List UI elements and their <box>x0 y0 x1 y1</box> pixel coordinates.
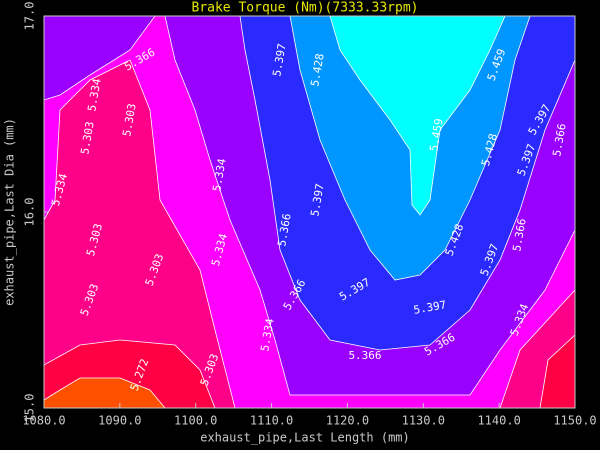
contour-label: 5.397 <box>270 42 289 77</box>
x-tick-label: 1120.0 <box>326 414 369 428</box>
contour-label: 5.334 <box>258 317 277 352</box>
contour-label: 5.303 <box>78 120 97 155</box>
contour-label: 5.397 <box>412 298 447 317</box>
chart-title: Brake Torque (Nm)(7333.33rpm) <box>192 1 419 16</box>
x-tick-label: 1110.0 <box>250 414 293 428</box>
contour-label: 5.397 <box>308 182 327 217</box>
y-tick-label: 15.0 <box>23 394 37 423</box>
y-axis-label: exhaust_pipe,Last Dia (mm) <box>3 118 17 306</box>
contour-label: 5.334 <box>210 157 229 192</box>
contour-label: 5.366 <box>550 122 569 157</box>
x-tick-label: 1080.0 <box>22 414 65 428</box>
contour-label: 5.366 <box>510 217 529 252</box>
contour-label: 5.428 <box>308 52 327 87</box>
y-tick-label: 16.0 <box>23 198 37 227</box>
x-axis-label: exhaust_pipe,Last Length (mm) <box>200 431 410 445</box>
contour-label: 5.366 <box>348 349 381 362</box>
contour-band <box>329 15 506 216</box>
x-tick-label: 1100.0 <box>174 414 217 428</box>
x-tick-label: 1140.0 <box>477 414 520 428</box>
contour-label: 5.459 <box>427 117 446 152</box>
x-tick-label: 1150.0 <box>553 414 596 428</box>
x-tick-label: 1090.0 <box>98 414 141 428</box>
contour-label: 5.334 <box>85 77 104 112</box>
contour-label: 5.366 <box>275 212 294 247</box>
x-tick-label: 1130.0 <box>402 414 445 428</box>
contour-label: 5.303 <box>120 102 139 137</box>
y-tick-label: 17.0 <box>23 2 37 31</box>
